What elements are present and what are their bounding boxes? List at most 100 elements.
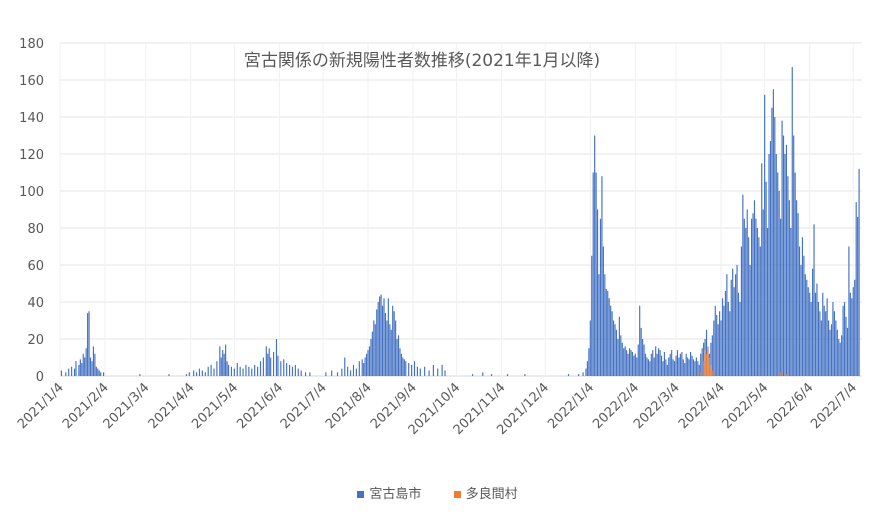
bar-miyakojima [841, 335, 843, 376]
bar-miyakojima [79, 359, 81, 376]
bar-miyakojima [88, 311, 90, 376]
bar-miyakojima [820, 320, 822, 376]
bar-miyakojima [270, 357, 272, 376]
y-tick-label: 0 [36, 370, 44, 385]
bar-miyakojima [711, 335, 713, 376]
bar-miyakojima [91, 361, 93, 376]
bars [60, 67, 860, 377]
bar-miyakojima [331, 370, 333, 376]
bar-miyakojima [377, 302, 379, 376]
x-axis-ticks: 2021/1/42021/2/42021/3/42021/4/42021/5/4… [15, 380, 860, 438]
bar-miyakojima [472, 374, 474, 376]
y-tick-label: 80 [27, 222, 44, 237]
bar-miyakojima [727, 302, 729, 376]
x-tick-label: 2021/8/4 [323, 380, 375, 432]
bar-miyakojima [376, 309, 378, 376]
bar-miyakojima [371, 331, 373, 376]
bar-miyakojima [636, 357, 638, 376]
bar-miyakojima [309, 372, 311, 376]
bar-miyakojima [743, 218, 745, 376]
bar-miyakojima [89, 357, 92, 376]
bar-miyakojima [222, 350, 224, 376]
bar-miyakojima [752, 213, 754, 376]
bar-miyakojima [68, 368, 70, 376]
bar-miyakojima [816, 283, 818, 376]
bar-miyakojima [692, 359, 695, 376]
bar-miyakojima [239, 366, 241, 376]
bar-miyakojima [669, 353, 671, 376]
bar-miyakojima [490, 374, 493, 376]
bar-miyakojima [233, 368, 235, 376]
bar-miyakojima [589, 320, 591, 376]
bar-miyakojima [596, 209, 599, 376]
legend-item-taramajima: 多良間村 [453, 483, 518, 502]
x-tick-label: 2022/1/4 [545, 380, 597, 432]
bar-miyakojima [756, 228, 758, 376]
bar-miyakojima [225, 344, 227, 376]
bar-miyakojima [833, 311, 835, 376]
bar-miyakojima [612, 320, 615, 376]
bar-miyakojima [624, 346, 626, 376]
bar-miyakojima [724, 290, 727, 376]
bar-miyakojima [676, 350, 679, 376]
y-axis-ticks: 0 20 40 60 80 100 120 140 160 180 [19, 37, 44, 385]
bar-miyakojima [594, 135, 596, 376]
bar-miyakojima [807, 287, 809, 376]
bar-miyakojima [373, 320, 375, 376]
bar-miyakojima [647, 359, 649, 376]
bar-miyakojima [280, 361, 282, 376]
bar-miyakojima [598, 274, 600, 376]
bar-miyakojima [700, 353, 702, 376]
legend-label: 宮古島市 [369, 487, 422, 502]
bar-miyakojima [634, 353, 636, 376]
bar-miyakojima [223, 353, 225, 376]
y-tick-label: 160 [19, 74, 44, 89]
bar-miyakojima [720, 320, 722, 376]
bar-miyakojima [400, 353, 403, 376]
bar-miyakojima [710, 342, 712, 376]
bar-miyakojima [781, 120, 783, 376]
bar-miyakojima [666, 364, 668, 376]
bar-miyakojima [822, 292, 824, 376]
y-tick-label: 100 [19, 185, 44, 200]
bar-miyakojima [637, 344, 639, 376]
bar-miyakojima [219, 346, 221, 376]
bar-miyakojima [753, 200, 756, 376]
bar-miyakojima [387, 298, 389, 376]
bar-miyakojima [437, 368, 439, 376]
bar-miyakojima [193, 370, 195, 376]
bar-miyakojima [759, 246, 761, 376]
bar-miyakojima [771, 107, 773, 376]
bar-miyakojima [679, 353, 681, 376]
bar-miyakojima [361, 359, 363, 376]
bar-miyakojima [267, 353, 269, 376]
bar-miyakojima [405, 361, 407, 376]
bar-miyakojima [413, 361, 416, 376]
bar-miyakojima [832, 302, 834, 376]
bar-miyakojima [585, 368, 587, 376]
y-tick-label: 140 [19, 111, 44, 126]
bar-miyakojima [737, 292, 740, 376]
bar-miyakojima [617, 339, 619, 376]
bar-miyakojima [745, 228, 747, 376]
bar-miyakojima [604, 274, 606, 376]
bar-miyakojima [828, 320, 830, 376]
bar-miyakojima [813, 224, 815, 376]
bar-miyakojima [403, 359, 405, 376]
bar-miyakojima [297, 368, 299, 376]
bar-miyakojima [626, 350, 628, 376]
bar-miyakojima [662, 361, 664, 376]
bar-miyakojima [785, 144, 788, 376]
bar-miyakojima [300, 370, 302, 376]
bar-miyakojima [810, 302, 812, 376]
bar-miyakojima [621, 342, 623, 376]
bar-miyakojima [257, 366, 259, 376]
bar-miyakojima [384, 313, 387, 376]
bar-miyakojima [839, 342, 841, 376]
bar-miyakojima [649, 361, 651, 376]
bar-miyakojima [81, 363, 83, 376]
bar-miyakojima [365, 353, 368, 376]
bar-miyakojima [94, 353, 96, 376]
bar-miyakojima [631, 351, 634, 376]
